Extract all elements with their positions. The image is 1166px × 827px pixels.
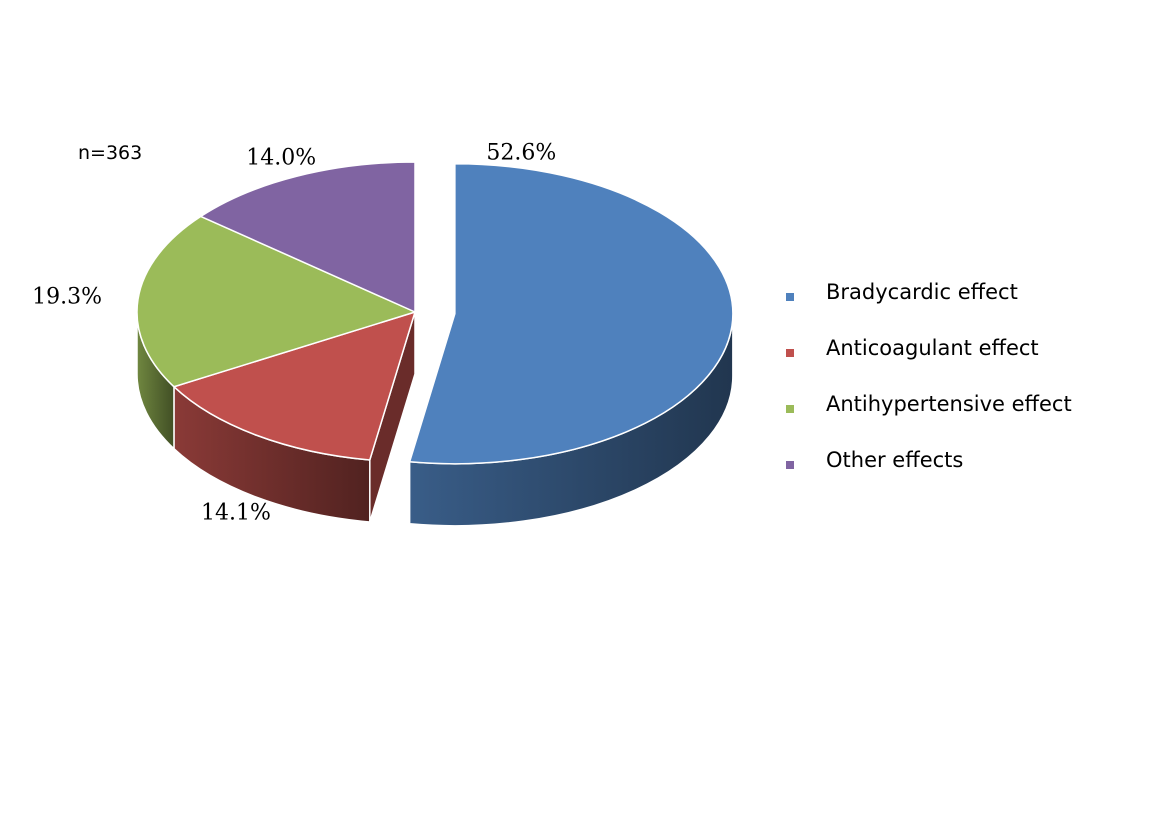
data-label-bradycardic-effect: 52.6% xyxy=(486,140,556,165)
data-label-anticoagulant-effect: 14.1% xyxy=(201,500,271,525)
legend-label-anticoagulant: Anticoagulant effect xyxy=(826,336,1039,360)
data-label-other-effects: 14.0% xyxy=(246,146,316,171)
slice-bradycardic-effect xyxy=(408,163,734,465)
legend-label-other: Other effects xyxy=(826,448,964,472)
sample-size-label: n=363 xyxy=(78,142,143,164)
legend-swatch-anticoagulant xyxy=(786,349,794,357)
slice-antihypertensive-effect xyxy=(136,215,418,388)
legend-label-antihypertensive: Antihypertensive effect xyxy=(826,392,1072,416)
legend-label-bradycardic: Bradycardic effect xyxy=(826,280,1018,304)
legend-swatch-antihypertensive xyxy=(786,405,794,413)
data-label-antihypertensive-effect: 19.3% xyxy=(32,285,102,310)
legend-swatch-other xyxy=(786,461,794,469)
legend-swatch-bradycardic xyxy=(786,293,794,301)
slice-other-effects xyxy=(199,161,416,314)
slice-anticoagulant-effect xyxy=(172,310,417,461)
